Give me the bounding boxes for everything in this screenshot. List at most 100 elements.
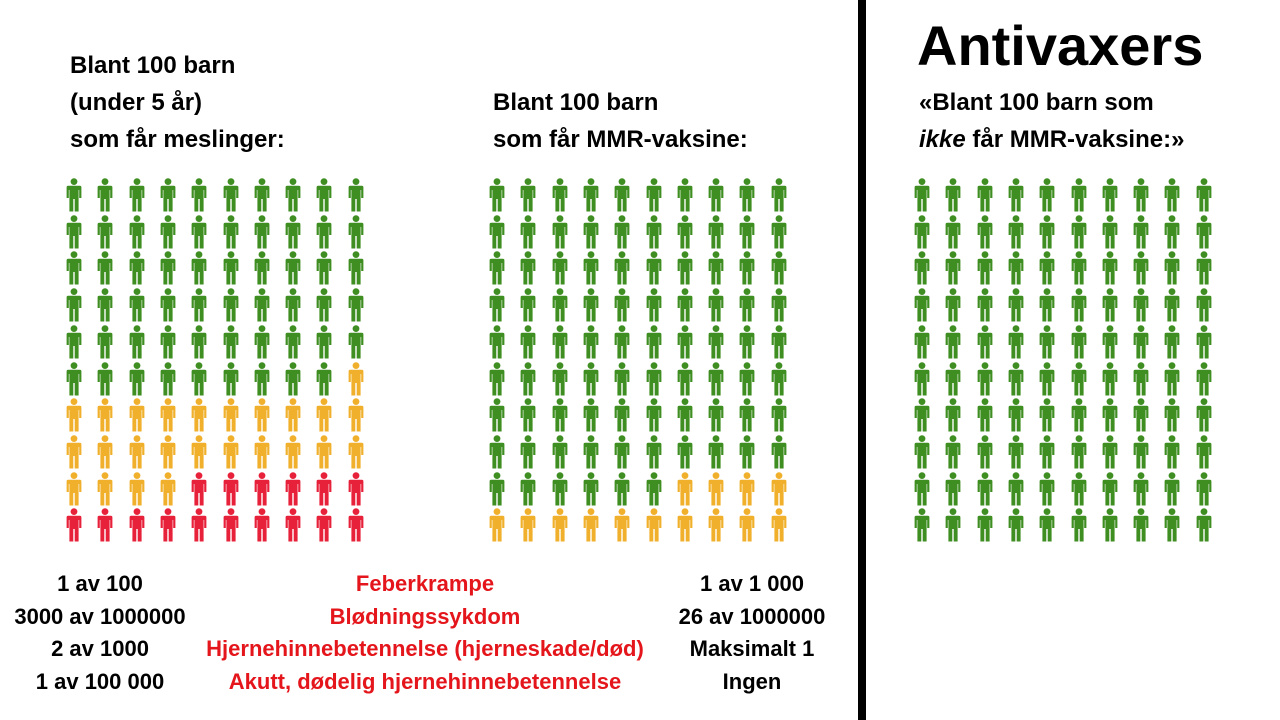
- person-icon: [1071, 361, 1087, 401]
- antivaxers-title: Antivaxers: [917, 14, 1204, 77]
- person-icon: [489, 471, 505, 511]
- person-icon: [1196, 178, 1212, 217]
- person-icon: [66, 288, 82, 327]
- person-icon: [160, 251, 176, 290]
- person-icon: [1102, 288, 1118, 327]
- person-icon: [1039, 508, 1055, 547]
- person-icon: [160, 178, 176, 217]
- person-icon: [160, 214, 176, 254]
- person-icon: [191, 178, 207, 217]
- person-icon: [191, 214, 207, 254]
- person-icon: [285, 288, 301, 327]
- person-icon: [223, 288, 239, 327]
- person-icon: [552, 471, 568, 511]
- person-icon: [489, 435, 505, 474]
- person-icon: [1039, 471, 1055, 511]
- person-icon: [520, 288, 536, 327]
- mmr-stat-sspe: Ingen: [722, 668, 782, 694]
- person-icon: [771, 324, 787, 364]
- person-icon: [254, 178, 270, 217]
- person-icon: [1133, 435, 1149, 474]
- person-icon: [914, 324, 930, 364]
- person-icon: [316, 471, 332, 511]
- person-icon: [1102, 324, 1118, 364]
- person-icon: [129, 398, 145, 437]
- person-icon: [646, 214, 662, 254]
- person-icon: [285, 508, 301, 547]
- person-icon: [160, 471, 176, 511]
- person-icon: [191, 398, 207, 437]
- person-icon: [1133, 178, 1149, 217]
- person-icon: [223, 324, 239, 364]
- person-icon: [583, 435, 599, 474]
- person-icon: [552, 251, 568, 290]
- person-icon: [614, 324, 630, 364]
- measles-heading-line-3: som får meslinger:: [70, 126, 285, 153]
- person-icon: [285, 361, 301, 401]
- person-icon: [520, 508, 536, 547]
- person-icon: [583, 398, 599, 437]
- person-icon: [945, 398, 961, 437]
- person-icon: [583, 508, 599, 547]
- person-icon: [677, 288, 693, 327]
- person-icon: [97, 361, 113, 401]
- person-icon: [1102, 435, 1118, 474]
- measles-heading-line-1: Blant 100 barn: [70, 52, 236, 79]
- person-icon: [1071, 398, 1087, 437]
- mmr-stat-febrile-seizure: 1 av 1 000: [700, 571, 804, 596]
- antivax-heading: «Blant 100 barn som ikke får MMR-vaksine…: [919, 84, 1184, 158]
- person-icon: [1102, 471, 1118, 511]
- person-icon: [1102, 251, 1118, 290]
- person-icon: [677, 435, 693, 474]
- person-icon: [489, 324, 505, 364]
- person-icon: [520, 471, 536, 511]
- mmr-stat-bleeding-disorder: 26 av 1000000: [678, 603, 826, 629]
- person-icon: [1039, 435, 1055, 474]
- person-icon: [129, 435, 145, 474]
- person-icon: [646, 288, 662, 327]
- person-icon: [316, 398, 332, 437]
- mmr-stats: 1 av 1 000 26 av 1000000 Maksimalt 1 Ing…: [652, 568, 852, 698]
- person-icon: [1008, 251, 1024, 290]
- person-icon: [129, 178, 145, 217]
- person-icon: [1071, 178, 1087, 217]
- person-icon: [646, 471, 662, 511]
- person-icon: [552, 214, 568, 254]
- person-icon: [771, 508, 787, 547]
- person-icon: [708, 178, 724, 217]
- person-icon: [254, 398, 270, 437]
- person-icon: [160, 361, 176, 401]
- person-icon: [1196, 361, 1212, 401]
- person-icon: [945, 251, 961, 290]
- person-icon: [1133, 398, 1149, 437]
- person-icon: [1164, 435, 1180, 474]
- person-icon: [1133, 508, 1149, 547]
- person-icon: [583, 471, 599, 511]
- person-icon: [489, 178, 505, 217]
- person-icon: [254, 508, 270, 547]
- person-icon: [1071, 288, 1087, 327]
- person-icon: [1071, 251, 1087, 290]
- person-icon: [583, 251, 599, 290]
- person-icon: [520, 178, 536, 217]
- person-icon: [97, 398, 113, 437]
- person-icon: [160, 324, 176, 364]
- person-icon: [1133, 214, 1149, 254]
- person-icon: [316, 361, 332, 401]
- person-icon: [739, 361, 755, 401]
- person-icon: [583, 324, 599, 364]
- person-icon: [285, 435, 301, 474]
- person-icon: [1008, 398, 1024, 437]
- person-icon: [66, 361, 82, 401]
- person-icon: [1008, 178, 1024, 217]
- person-icon: [708, 398, 724, 437]
- person-icon: [771, 471, 787, 511]
- person-icon: [66, 508, 82, 547]
- measles-stats: 1 av 100 3000 av 1000000 2 av 1000 1 av …: [0, 568, 200, 698]
- person-icon: [945, 178, 961, 217]
- person-icon: [552, 435, 568, 474]
- person-icon: [1039, 214, 1055, 254]
- person-icon: [223, 508, 239, 547]
- person-icon: [1196, 251, 1212, 290]
- person-icon: [223, 178, 239, 217]
